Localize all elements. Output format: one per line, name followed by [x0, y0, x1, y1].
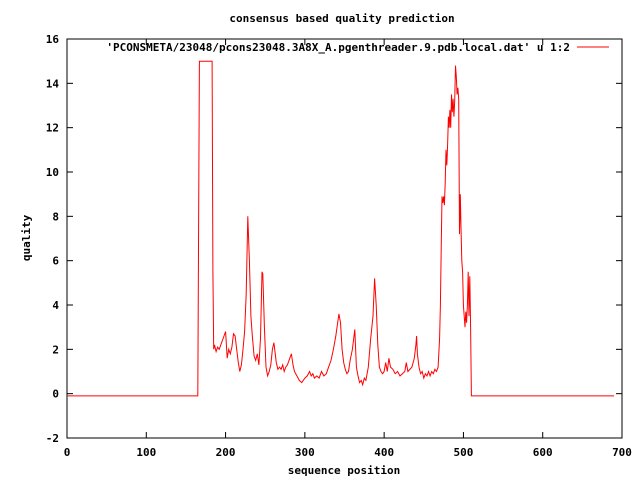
y-axis-label: quality — [20, 214, 33, 261]
y-tick-label: 16 — [46, 33, 60, 46]
y-tick-label: 14 — [46, 77, 60, 90]
x-axis-label: sequence position — [288, 464, 401, 477]
y-tick-label: 10 — [46, 166, 59, 179]
y-tick-label: 6 — [52, 255, 59, 268]
plot-frame — [66, 38, 623, 439]
x-tick-label: 400 — [374, 446, 394, 459]
x-tick-label: 200 — [216, 446, 236, 459]
x-tick-label: 600 — [533, 446, 553, 459]
y-tick-label: 8 — [52, 210, 59, 223]
series-line — [67, 60, 615, 397]
x-tick-label: 700 — [612, 446, 632, 459]
x-tick-label: 0 — [64, 446, 71, 459]
x-tick-label: 100 — [136, 446, 156, 459]
y-tick-label: -2 — [46, 432, 59, 445]
x-tick-label: 300 — [295, 446, 315, 459]
y-tick-label: 2 — [52, 343, 59, 356]
y-tick-label: 12 — [46, 122, 59, 135]
legend-label: 'PCONSMETA/23048/pcons23048.3A8X_A.pgent… — [106, 41, 570, 54]
y-tick-label: 0 — [52, 388, 59, 401]
y-tick-label: 4 — [52, 299, 59, 312]
x-tick-label: 500 — [453, 446, 473, 459]
chart-title: consensus based quality prediction — [229, 12, 454, 25]
